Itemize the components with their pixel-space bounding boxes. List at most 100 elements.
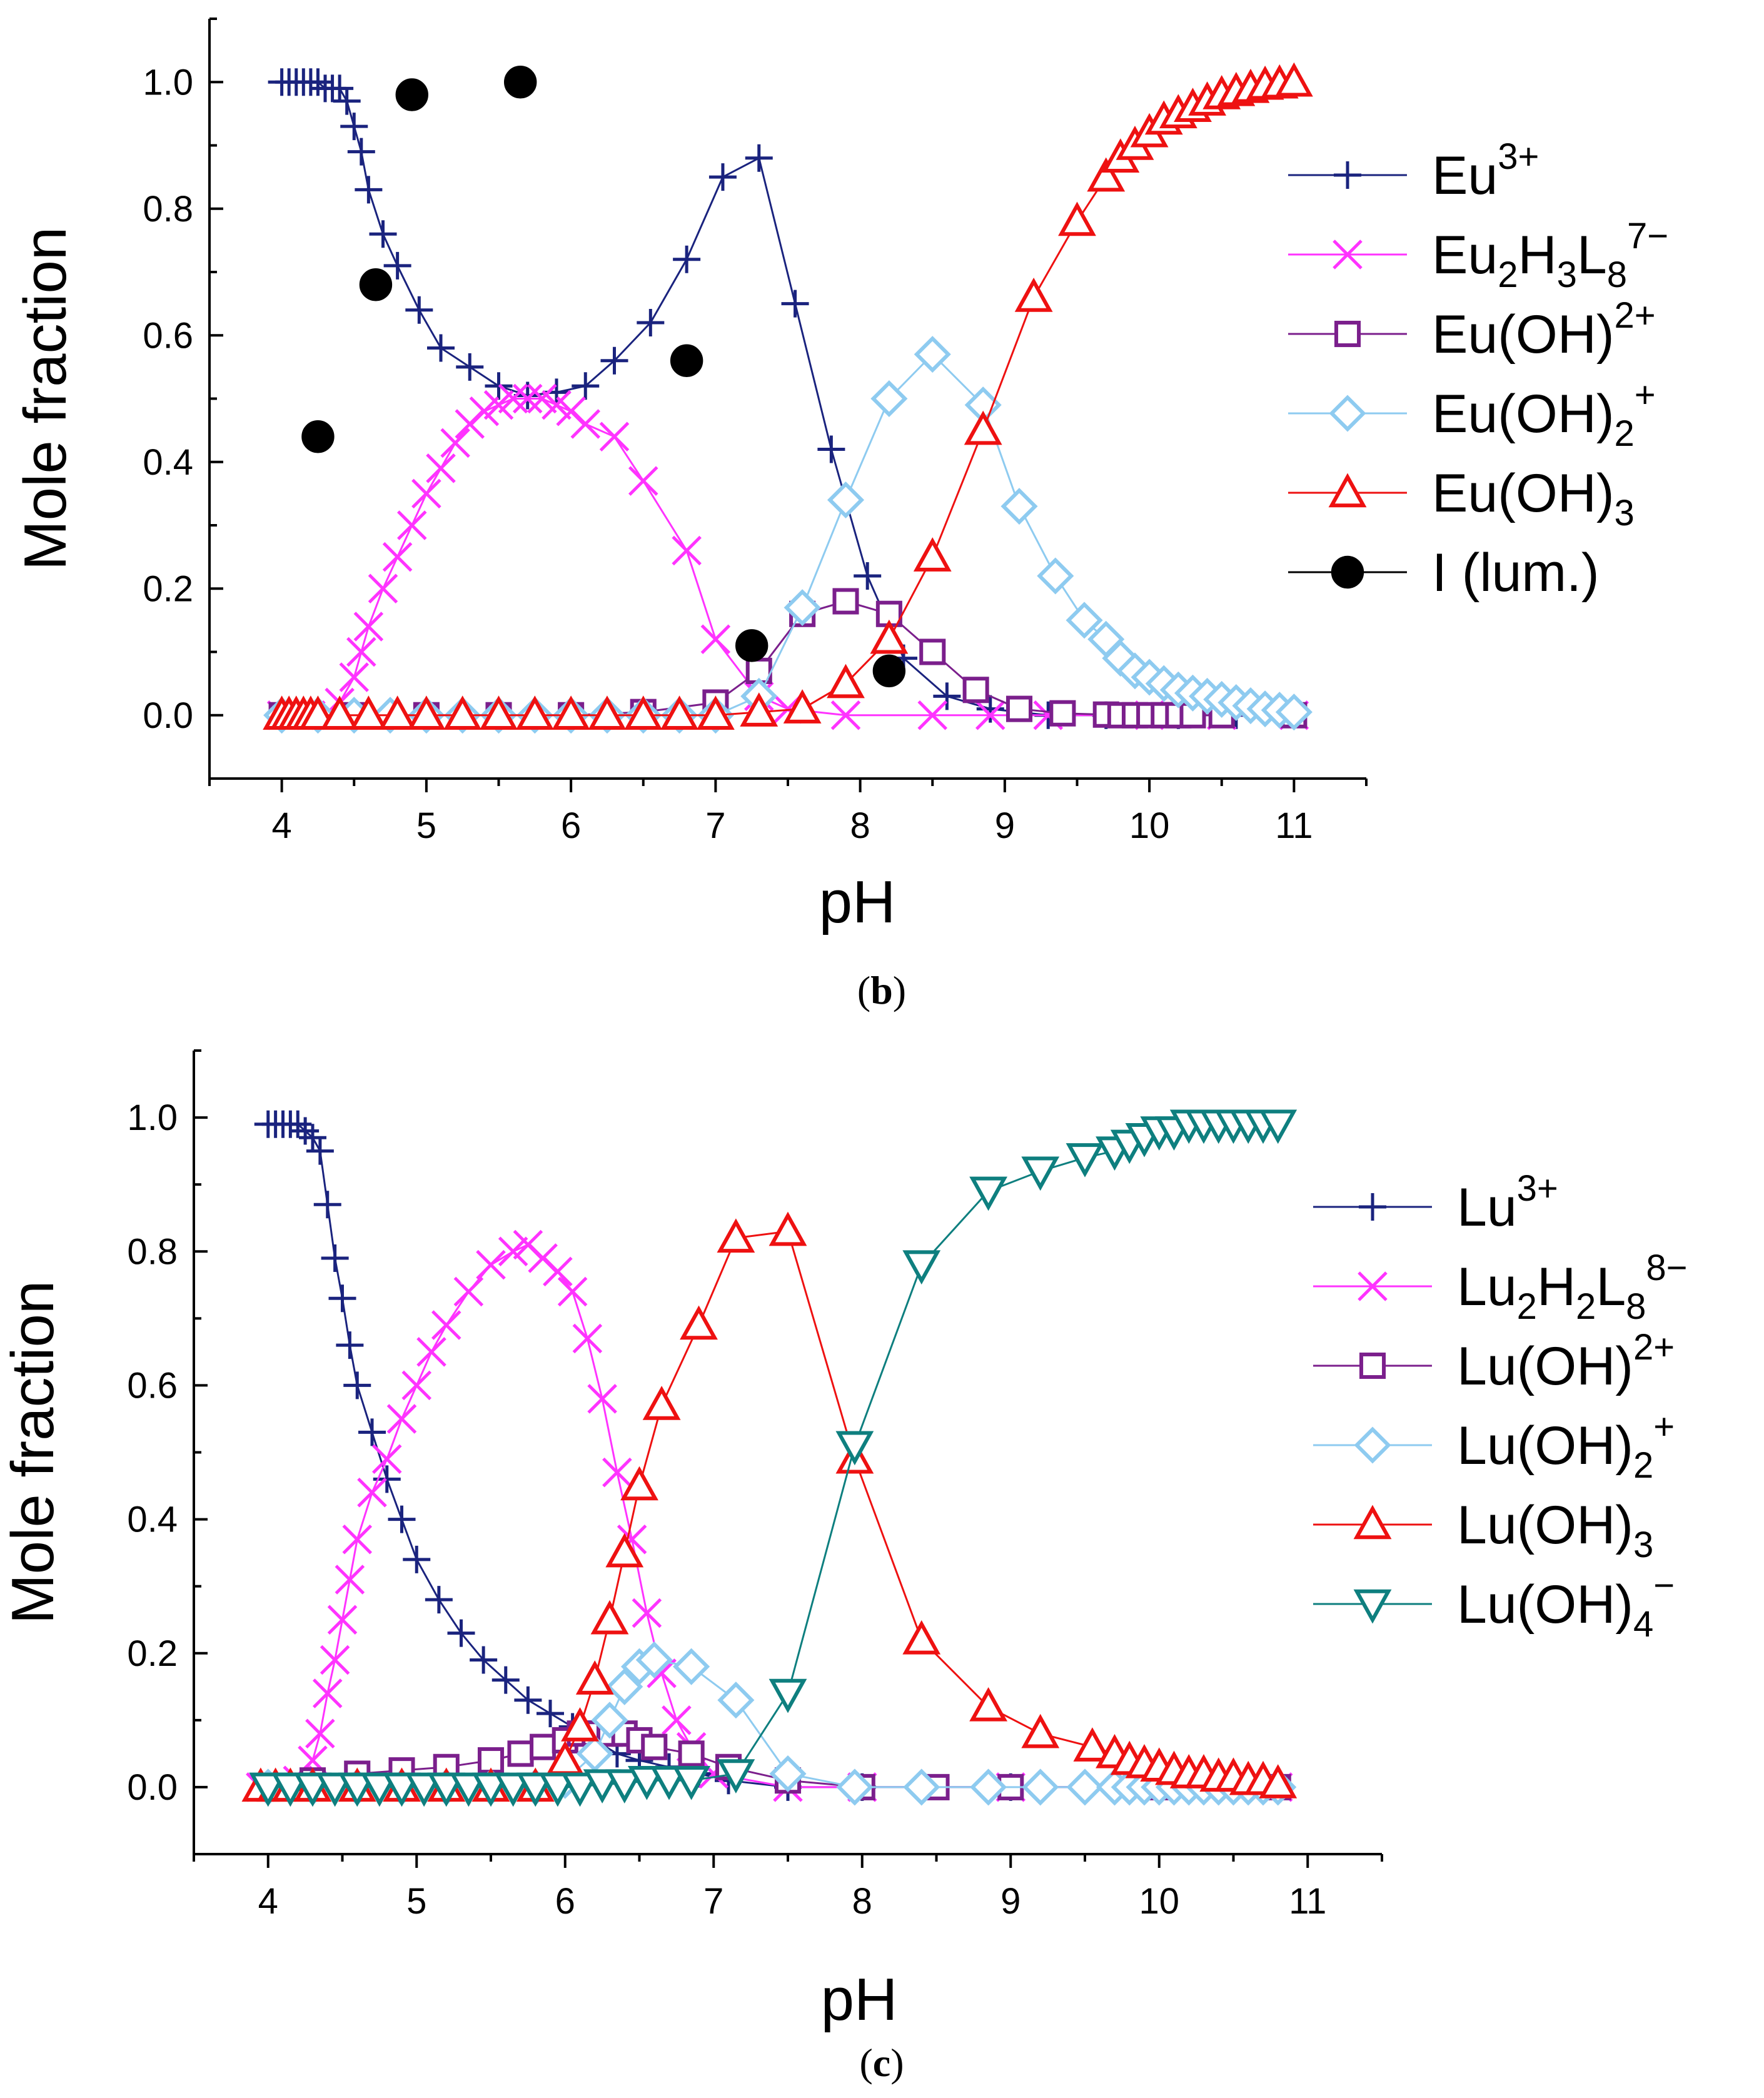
legend-label-text: Eu(OH) (1432, 463, 1614, 523)
x-tick-label: 10 (1129, 805, 1170, 846)
data-point-luoh4 (360, 1772, 399, 1807)
legend-entry-ilum: I (lum.) (1288, 543, 1600, 603)
data-point-eu2h3l8 (628, 466, 658, 496)
legend-label-subscript: 2 (1576, 1286, 1596, 1327)
legend-label-text: L (1596, 1257, 1626, 1317)
legend-label-superscript: 8− (1646, 1248, 1687, 1288)
data-point-luoh4 (293, 1772, 332, 1807)
data-point-eu2h3l8 (426, 453, 456, 483)
y-tick-label: 0.2 (127, 1633, 178, 1674)
legend-marker-euoh (1334, 320, 1361, 348)
data-point-luoh3 (590, 1600, 629, 1635)
data-point-luoh3 (575, 1660, 614, 1695)
data-point-luoh4 (383, 1772, 421, 1807)
data-point-eu2h3l8 (353, 612, 384, 642)
data-point-luoh4 (717, 1759, 755, 1793)
legend-label: Lu2H2L88− (1457, 1248, 1688, 1327)
data-point-euoh3 (515, 695, 554, 730)
data-point-euoh (1049, 700, 1076, 727)
data-point-lu3 (306, 1137, 334, 1165)
data-point-luoh4 (427, 1772, 466, 1807)
legend-label-superscript: − (1653, 1565, 1675, 1606)
data-point-luoh4 (969, 1176, 1008, 1211)
series-line-eu2h3l8 (281, 398, 1294, 717)
data-point-lu2h2l8 (357, 1477, 387, 1508)
data-point-eu3 (708, 163, 737, 191)
data-point-luoh2 (836, 1768, 874, 1806)
data-point-luoh4 (538, 1772, 577, 1807)
legend-label-text: H (1537, 1257, 1576, 1317)
legend-label-superscript: 2+ (1633, 1327, 1675, 1368)
data-point-eu3 (600, 346, 628, 375)
data-point-eu2h3l8 (975, 700, 1005, 730)
legend-label-subscript: 3 (1557, 255, 1577, 295)
series-lu3 (254, 1110, 1292, 1801)
legend-entry-lu3: Lu3+ (1313, 1168, 1558, 1238)
data-point-luoh3 (1073, 1727, 1112, 1762)
data-point-euoh3 (783, 689, 822, 724)
data-point-euoh3 (1014, 278, 1053, 312)
x-axis-label: pH (821, 1966, 898, 2033)
data-point-lu3 (358, 1418, 386, 1446)
x-tick-label: 5 (406, 1881, 426, 1922)
data-point-eu2h3l8 (382, 542, 413, 572)
data-point-luoh4 (405, 1772, 443, 1807)
legend: Eu3+Eu2H3L87−Eu(OH)2+Eu(OH)2+Eu(OH)3I (l… (1288, 136, 1668, 603)
data-point-eu2h3l8 (599, 421, 630, 452)
legend-label-text: Eu (1432, 146, 1498, 206)
legend-label-superscript: + (1653, 1406, 1675, 1447)
legend-label-text: Lu (1457, 1178, 1517, 1238)
legend-label: Eu(OH)3 (1432, 463, 1635, 533)
legend-marker-ilum (1331, 555, 1364, 589)
x-tick-label: 5 (416, 805, 436, 846)
data-point-euoh3 (740, 692, 779, 727)
data-point-luoh3 (605, 1533, 644, 1568)
data-point-luoh4 (1259, 1109, 1298, 1144)
x-tick-label: 7 (703, 1881, 723, 1922)
series-luoh4 (249, 1109, 1298, 1807)
data-point-lu3 (336, 1331, 364, 1359)
data-point-lu2h2l8 (431, 1310, 461, 1340)
data-point-eu3 (745, 144, 773, 172)
y-tick-label: 0.0 (143, 695, 193, 736)
data-point-luoh2 (903, 1768, 940, 1806)
legend-label-superscript: 3+ (1517, 1168, 1558, 1209)
data-point-lu2h2l8 (476, 1249, 506, 1280)
legend-label-text: Eu(OH) (1432, 384, 1614, 444)
data-point-euoh3 (1274, 62, 1313, 97)
data-point-eu3 (781, 290, 809, 318)
legend-entry-luoh3: Lu(OH)3 (1313, 1495, 1653, 1565)
legend-entry-luoh2: Lu(OH)2+ (1313, 1406, 1675, 1486)
legend-entry-lu2h2l8: Lu2H2L88− (1313, 1248, 1688, 1327)
data-point-luoh4 (561, 1772, 599, 1807)
legend-marker-luoh (1359, 1352, 1386, 1379)
data-point-luoh3 (1259, 1764, 1298, 1798)
data-point-lu3 (313, 1191, 341, 1219)
data-point-eu3 (976, 695, 1004, 723)
data-point-euoh2 (1275, 693, 1313, 731)
data-point-lu2h2l8 (305, 1718, 335, 1749)
x-axis-label: pH (819, 869, 896, 936)
legend-marker-lu3 (1359, 1193, 1386, 1221)
x-tick-label: 7 (705, 805, 725, 846)
x-tick-label: 6 (555, 1881, 575, 1922)
data-point-luoh4 (769, 1678, 807, 1713)
data-point-lu2h2l8 (401, 1370, 432, 1401)
data-point-eu3 (673, 245, 701, 273)
data-point-luoh2 (673, 1648, 710, 1685)
data-point-lu3 (447, 1619, 475, 1647)
legend-label-superscript: 7− (1627, 216, 1668, 256)
y-tick-label: 0.6 (127, 1365, 178, 1406)
data-point-euoh3 (588, 695, 627, 730)
data-point-ilum (503, 66, 537, 99)
data-point-luoh3 (642, 1386, 681, 1420)
data-point-lu2h2l8 (498, 1236, 528, 1267)
legend-label-text: Eu(OH) (1432, 305, 1614, 365)
legend-marker-eu3 (1334, 161, 1361, 189)
legend-label: Eu3+ (1432, 136, 1539, 206)
data-point-eu2h3l8 (339, 662, 370, 692)
legend: Lu3+Lu2H2L88−Lu(OH)2+Lu(OH)2+Lu(OH)3Lu(O… (1313, 1168, 1688, 1645)
data-point-euoh (919, 638, 946, 665)
legend-marker-luoh4 (1353, 1589, 1392, 1624)
data-point-eu3 (326, 74, 354, 103)
